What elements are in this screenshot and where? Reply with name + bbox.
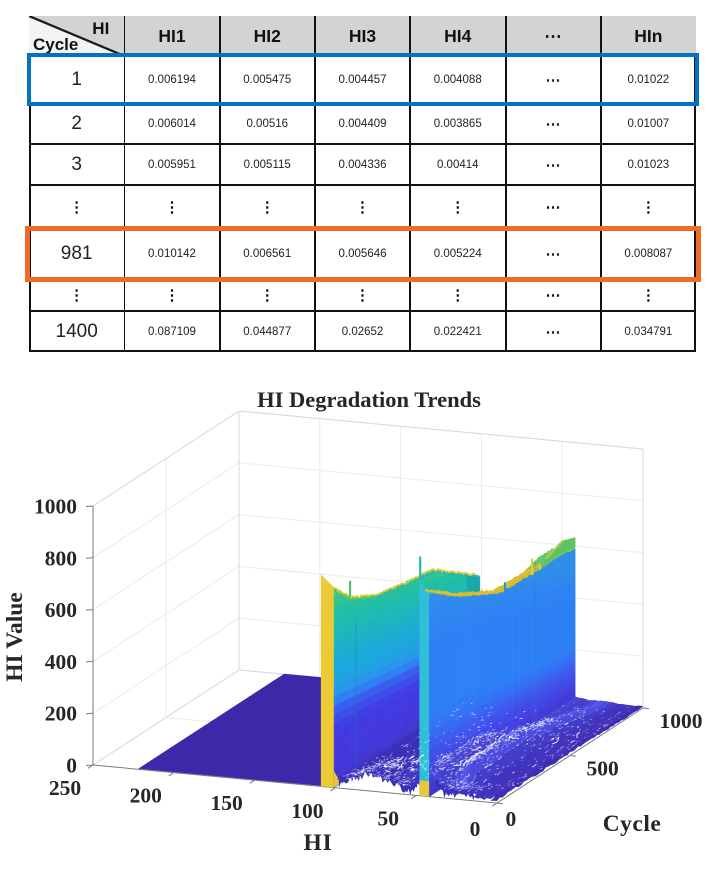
svg-text:200: 200	[130, 784, 162, 808]
svg-text:600: 600	[45, 598, 77, 622]
svg-text:50: 50	[377, 806, 399, 830]
svg-text:200: 200	[45, 702, 77, 726]
svg-text:HI Degradation Trends: HI Degradation Trends	[257, 390, 481, 412]
svg-text:250: 250	[49, 776, 81, 800]
svg-text:0: 0	[506, 807, 517, 831]
svg-text:HI Value: HI Value	[2, 592, 28, 681]
svg-text:150: 150	[210, 791, 242, 815]
svg-text:500: 500	[587, 757, 619, 781]
svg-text:Cycle: Cycle	[603, 811, 662, 837]
svg-text:1000: 1000	[660, 709, 703, 733]
svg-text:800: 800	[45, 546, 77, 570]
svg-text:400: 400	[45, 650, 77, 674]
svg-text:1000: 1000	[34, 495, 77, 519]
svg-text:0: 0	[470, 817, 481, 841]
svg-text:100: 100	[291, 799, 323, 823]
svg-text:0: 0	[66, 754, 77, 778]
svg-text:HI: HI	[303, 830, 332, 856]
